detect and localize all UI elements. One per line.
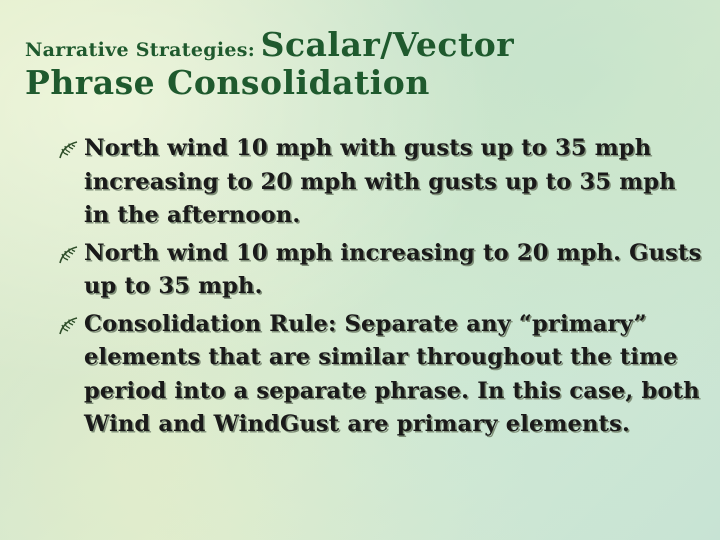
bullet-text: Consolidation Rule: Separate any “primar… — [84, 310, 700, 438]
slide-title: Narrative Strategies: Scalar/Vector Phra… — [25, 26, 705, 102]
bullet-text: North wind 10 mph with gusts up to 35 mp… — [84, 135, 676, 228]
leaf-icon — [56, 243, 80, 267]
title-main-first: Scalar/Vector — [260, 25, 515, 64]
bullet-item: Consolidation Rule: Separate any “primar… — [56, 308, 706, 442]
leaf-icon — [56, 138, 80, 162]
bullet-item: North wind 10 mph with gusts up to 35 mp… — [56, 132, 706, 233]
bullet-text: North wind 10 mph increasing to 20 mph. … — [84, 239, 702, 300]
bullet-item: North wind 10 mph increasing to 20 mph. … — [56, 237, 706, 304]
leaf-icon — [56, 314, 80, 338]
bullet-list: North wind 10 mph with gusts up to 35 mp… — [56, 132, 706, 446]
title-prefix: Narrative Strategies: — [25, 39, 256, 61]
title-main-second: Phrase Consolidation — [25, 62, 430, 102]
